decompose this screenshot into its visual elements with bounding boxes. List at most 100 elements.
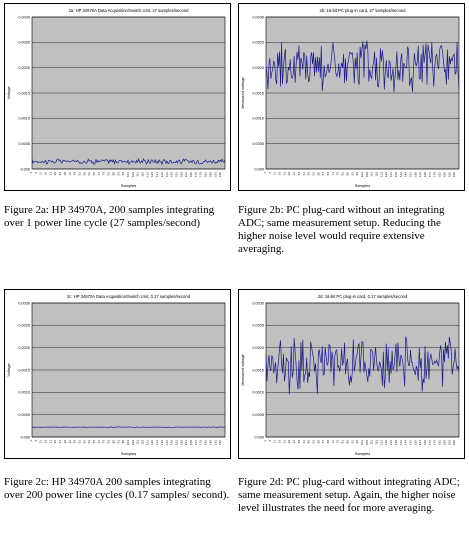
- x-tick-label: 136: [160, 440, 164, 445]
- x-tick-label: 146: [404, 172, 408, 177]
- x-tick-label: 141: [399, 172, 403, 177]
- y-tick-label: 0.0020: [18, 346, 30, 350]
- y-tick-label: 0.0010: [18, 117, 30, 121]
- chart-title: 2c: HP 34970A Data Acquisition/Switch Un…: [67, 294, 191, 299]
- x-tick-label: 81: [107, 172, 111, 176]
- x-tick-label: 86: [111, 172, 115, 176]
- x-tick-label: 61: [321, 172, 325, 176]
- x-tick-label: 161: [418, 172, 422, 177]
- x-tick-label: 191: [447, 172, 451, 177]
- chart-title: 2a: HP 34970A Data Acquisition/Switch Un…: [69, 8, 189, 13]
- x-tick-label: 51: [311, 172, 315, 176]
- x-tick-label: 186: [208, 440, 212, 445]
- chart-2b: 2b: 16-bit PC plug-in card, 27 samples/s…: [238, 3, 465, 191]
- x-tick-label: 176: [433, 172, 437, 177]
- x-tick-label: 26: [287, 172, 291, 176]
- x-tick-label: 41: [68, 440, 72, 444]
- x-tick-label: 86: [345, 440, 349, 444]
- x-tick-label: 141: [165, 172, 169, 177]
- x-tick-label: 171: [194, 172, 198, 177]
- x-tick-label: 36: [297, 172, 301, 176]
- x-tick-label: 71: [331, 172, 335, 176]
- x-tick-label: 56: [316, 172, 320, 176]
- chart-2d-svg: 2d: 16-bit PC plug-in card, 0.17 samples…: [238, 289, 465, 459]
- x-tick-label: 176: [199, 440, 203, 445]
- caption-2c: Figure 2c: HP 34970A 200 samples integra…: [4, 476, 230, 501]
- x-tick-label: 16: [44, 172, 48, 176]
- y-tick-label: 0.0015: [252, 368, 264, 372]
- x-tick-label: 156: [179, 172, 183, 177]
- x-tick-label: 56: [316, 440, 320, 444]
- series-line: [265, 336, 460, 395]
- y-tick-label: 0.0020: [252, 346, 264, 350]
- x-tick-label: 186: [442, 440, 446, 445]
- x-tick-label: 151: [408, 172, 412, 177]
- chart-2a-svg: 2a: HP 34970A Data Acquisition/Switch Un…: [4, 3, 231, 191]
- x-tick-label: 181: [438, 172, 442, 177]
- y-tick-label: 0.0020: [18, 66, 30, 70]
- x-tick-label: 41: [302, 172, 306, 176]
- x-tick-label: 11: [273, 440, 277, 443]
- x-tick-label: 1: [263, 172, 267, 174]
- x-tick-label: 21: [48, 440, 52, 444]
- x-tick-label: 6: [268, 440, 272, 442]
- x-tick-label: 21: [282, 172, 286, 176]
- y-tick-label: 0.0015: [18, 368, 30, 372]
- x-tick-label: 51: [77, 440, 81, 444]
- y-tick-label: 0.000: [254, 435, 264, 439]
- x-tick-label: 111: [136, 172, 140, 177]
- chart-2c: 2c: HP 34970A Data Acquisition/Switch Un…: [4, 289, 231, 477]
- chart-title: 2d: 16-bit PC plug-in card, 0.17 samples…: [318, 294, 408, 299]
- x-tick-label: 61: [87, 172, 91, 176]
- chart-title: 2b: 16-bit PC plug-in card, 27 samples/s…: [320, 8, 407, 13]
- x-tick-label: 166: [423, 440, 427, 445]
- x-tick-label: 126: [150, 172, 154, 177]
- x-tick-label: 66: [326, 440, 330, 444]
- x-tick-label: 146: [170, 172, 174, 177]
- x-tick-label: 161: [184, 440, 188, 445]
- caption-2b: Figure 2b: PC plug-card without an integ…: [238, 204, 445, 255]
- x-tick-label: 131: [155, 440, 159, 445]
- y-tick-label: 0.0005: [18, 142, 30, 146]
- x-tick-label: 1: [29, 440, 33, 442]
- chart-2c-svg: 2c: HP 34970A Data Acquisition/Switch Un…: [4, 289, 231, 459]
- series-line: [265, 40, 460, 93]
- x-tick-label: 186: [442, 172, 446, 177]
- x-tick-label: 191: [213, 172, 217, 177]
- x-tick-label: 56: [82, 440, 86, 444]
- x-tick-label: 101: [126, 440, 130, 445]
- x-tick-label: 71: [97, 172, 101, 176]
- x-tick-label: 106: [131, 172, 135, 177]
- x-tick-label: 76: [336, 172, 340, 176]
- chart-2a: 2a: HP 34970A Data Acquisition/Switch Un…: [4, 3, 231, 191]
- y-tick-label: 0.000: [254, 167, 264, 171]
- x-tick-label: 16: [278, 172, 282, 176]
- x-tick-label: 136: [394, 440, 398, 445]
- x-tick-label: 81: [107, 440, 111, 444]
- y-tick-label: 0.0030: [18, 301, 30, 305]
- x-tick-label: 1: [263, 440, 267, 442]
- x-tick-label: 96: [355, 440, 359, 444]
- x-tick-label: 151: [174, 440, 178, 445]
- x-tick-label: 116: [141, 172, 145, 177]
- x-tick-label: 101: [360, 172, 364, 177]
- x-tick-label: 131: [389, 172, 393, 177]
- x-tick-label: 66: [326, 172, 330, 176]
- x-tick-label: 181: [204, 440, 208, 445]
- y-tick-label: 0.0025: [252, 41, 264, 45]
- series-line: [31, 157, 226, 166]
- chart-2d: 2d: 16-bit PC plug-in card, 0.17 samples…: [238, 289, 465, 477]
- x-tick-label: 136: [394, 172, 398, 177]
- x-tick-label: 66: [92, 172, 96, 176]
- x-tick-label: 81: [341, 440, 345, 444]
- x-tick-label: 196: [218, 440, 222, 445]
- x-tick-label: 156: [413, 440, 417, 445]
- x-tick-label: 121: [145, 440, 149, 445]
- x-tick-label: 36: [63, 440, 67, 444]
- y-tick-label: 0.0025: [18, 41, 30, 45]
- x-tick-label: 131: [155, 172, 159, 177]
- x-tick-label: 136: [160, 172, 164, 177]
- x-tick-label: 131: [389, 440, 393, 445]
- x-tick-label: 96: [121, 440, 125, 444]
- y-axis-label: Voltage: [6, 86, 11, 100]
